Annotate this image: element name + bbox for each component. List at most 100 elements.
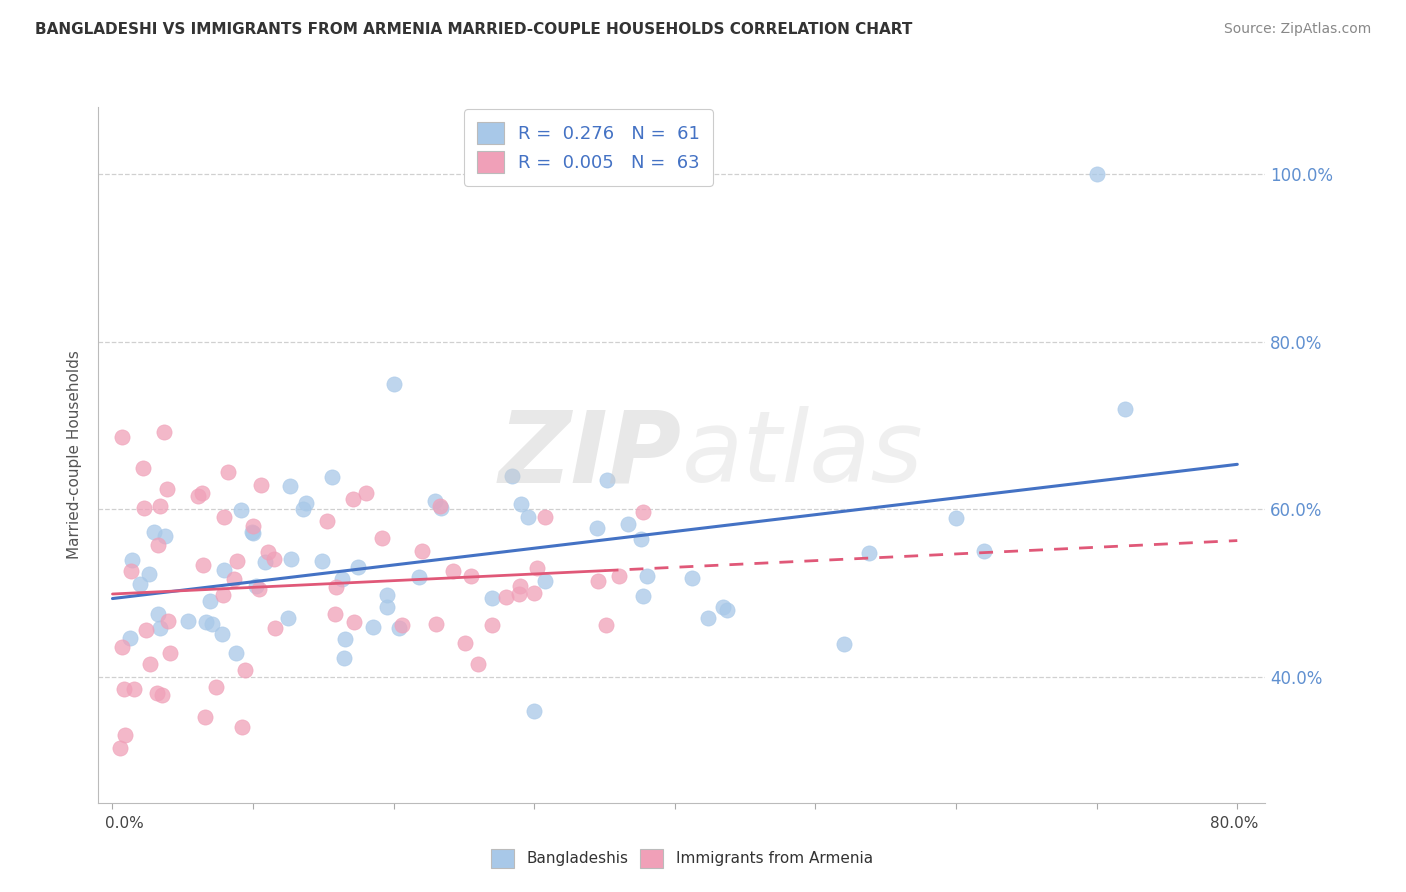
Point [120, 631, 142, 645]
Point [586, 574, 609, 588]
Point [233, 663, 256, 677]
Point [325, 580, 347, 594]
Point [108, 740, 131, 755]
Point [224, 572, 246, 586]
Point [201, 616, 224, 631]
Point [211, 627, 233, 641]
Text: ZIP: ZIP [499, 407, 682, 503]
Point [110, 640, 132, 654]
Point [122, 682, 145, 697]
Point [278, 479, 301, 493]
Point [711, 599, 734, 614]
Point [636, 569, 658, 583]
Text: atlas: atlas [682, 407, 924, 503]
Point [332, 651, 354, 665]
Point [217, 465, 239, 479]
Point [509, 579, 531, 593]
Point [696, 611, 718, 625]
Point [501, 469, 523, 483]
Point [460, 569, 482, 583]
Point [523, 704, 546, 718]
Point [586, 521, 609, 535]
Point [212, 509, 235, 524]
Point [631, 589, 654, 603]
Point [295, 496, 318, 510]
Point [245, 579, 267, 593]
Point [256, 545, 278, 559]
Point [495, 591, 517, 605]
Point [631, 505, 654, 519]
Point [330, 572, 353, 586]
Point [155, 529, 177, 543]
Text: Source: ZipAtlas.com: Source: ZipAtlas.com [1223, 22, 1371, 37]
Point [121, 553, 143, 567]
Legend: Bangladeshis, Immigrants from Armenia: Bangladeshis, Immigrants from Armenia [484, 841, 880, 875]
Point [263, 552, 285, 566]
Point [111, 430, 134, 444]
Point [425, 617, 447, 632]
Point [138, 567, 160, 582]
Point [1085, 167, 1108, 181]
Point [316, 514, 339, 528]
Point [212, 589, 235, 603]
Point [225, 646, 247, 660]
Point [534, 509, 557, 524]
Point [716, 603, 738, 617]
Point [375, 599, 398, 614]
Point [441, 564, 464, 578]
Point [156, 614, 179, 628]
Point [139, 657, 162, 672]
Point [382, 376, 405, 391]
Point [510, 497, 533, 511]
Point [371, 531, 394, 545]
Point [132, 501, 155, 516]
Point [225, 554, 247, 568]
Point [264, 621, 287, 635]
Point [681, 571, 703, 585]
Point [242, 519, 264, 533]
Point [347, 560, 370, 574]
Point [247, 582, 270, 596]
Point [595, 617, 617, 632]
Point [945, 510, 967, 524]
Point [200, 594, 222, 608]
Point [354, 485, 377, 500]
Point [205, 680, 228, 694]
Point [135, 623, 157, 637]
Point [249, 477, 271, 491]
Point [481, 591, 503, 606]
Point [291, 501, 314, 516]
Point [430, 500, 453, 515]
Point [411, 544, 433, 558]
Text: 80.0%: 80.0% [1211, 816, 1258, 831]
Point [156, 483, 179, 497]
Point [333, 632, 356, 646]
Point [132, 461, 155, 475]
Point [388, 621, 411, 635]
Point [229, 502, 252, 516]
Point [146, 686, 169, 700]
Point [242, 526, 264, 541]
Point [526, 561, 548, 575]
Point [454, 636, 477, 650]
Point [120, 564, 142, 578]
Point [214, 563, 236, 577]
Point [191, 486, 214, 500]
Point [832, 636, 855, 650]
Point [343, 615, 366, 629]
Point [311, 554, 333, 568]
Point [323, 607, 346, 621]
Point [150, 688, 173, 702]
Point [1114, 401, 1136, 416]
Point [508, 587, 530, 601]
Point [467, 657, 489, 672]
Point [114, 728, 136, 742]
Point [516, 510, 538, 524]
Point [429, 499, 451, 513]
Text: BANGLADESHI VS IMMIGRANTS FROM ARMENIA MARRIED-COUPLE HOUSEHOLDS CORRELATION CHA: BANGLADESHI VS IMMIGRANTS FROM ARMENIA M… [35, 22, 912, 37]
Point [231, 720, 253, 734]
Point [280, 552, 302, 566]
Point [408, 570, 430, 584]
Point [361, 620, 384, 634]
Point [973, 544, 995, 558]
